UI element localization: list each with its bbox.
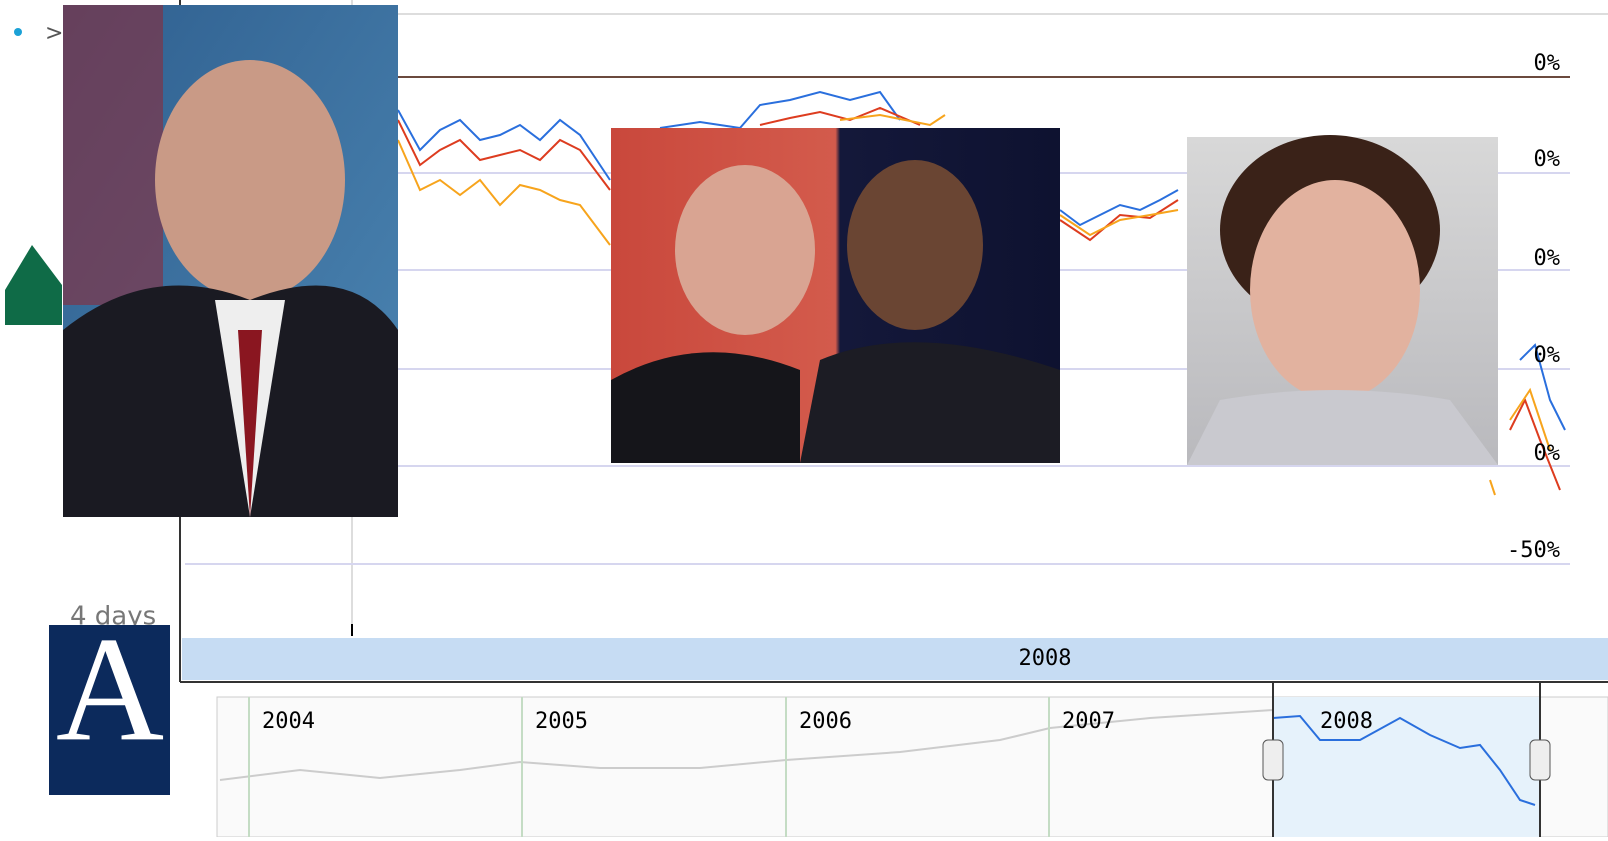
year-label: 2008	[1320, 709, 1373, 734]
y-label: 0%	[1534, 147, 1561, 172]
period-bar	[182, 638, 1608, 680]
year-label: 2007	[1062, 709, 1115, 734]
year-label: 2005	[535, 709, 588, 734]
y-label: -50%	[1507, 538, 1560, 563]
y-label: 0%	[1534, 343, 1561, 368]
y-axis-labels: 0% 0% 0% 0% 0% -50%	[1507, 51, 1560, 563]
year-label: 2006	[799, 709, 852, 734]
y-label: 0%	[1534, 51, 1561, 76]
college-logo	[49, 625, 170, 795]
photo-man	[63, 5, 398, 517]
year-label: 2004	[262, 709, 315, 734]
bullet-text: >	[45, 21, 63, 46]
range-handle[interactable]	[1529, 739, 1551, 781]
period-label: 2008	[1019, 646, 1072, 671]
stock-lines	[397, 90, 1566, 496]
timeline: 2004 2005 2006 2007 2008	[216, 682, 1608, 838]
house-logo	[5, 245, 62, 325]
range-handle[interactable]	[1262, 739, 1284, 781]
bullet-dot	[14, 28, 22, 36]
y-label: 0%	[1534, 441, 1561, 466]
photo-woman	[1187, 135, 1498, 465]
y-label: 0%	[1534, 246, 1561, 271]
photo-pair	[611, 128, 1060, 463]
logo-letter: A	[56, 606, 164, 772]
